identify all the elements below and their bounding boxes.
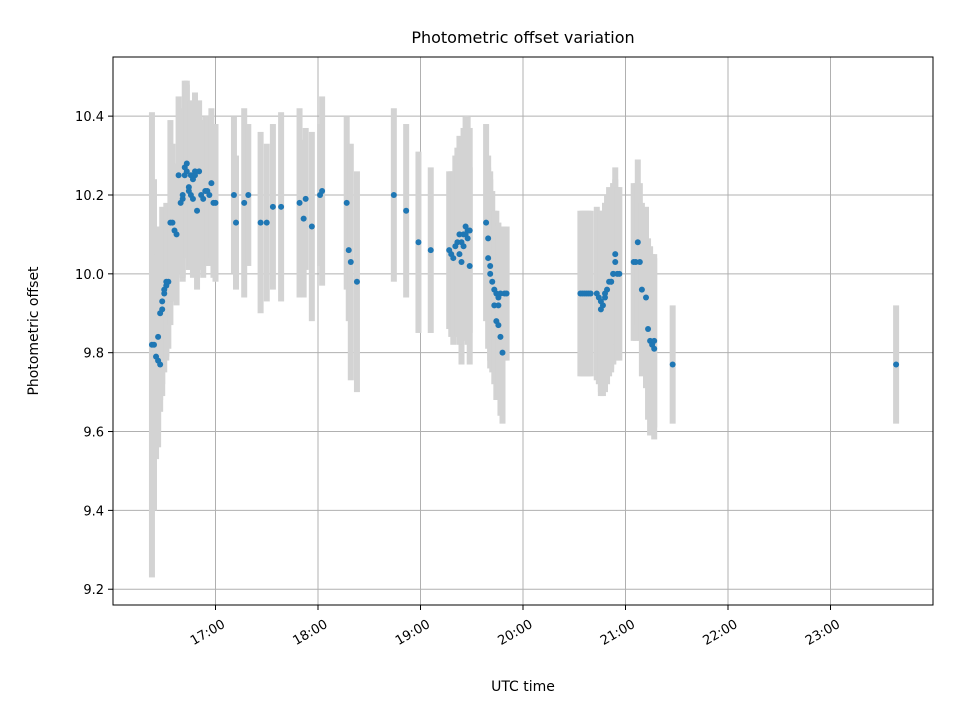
- data-point: [604, 286, 611, 293]
- data-point: [485, 235, 492, 242]
- data-point: [466, 227, 473, 234]
- data-point: [208, 180, 215, 187]
- data-point: [454, 239, 461, 246]
- data-point: [194, 207, 201, 214]
- data-point: [263, 219, 270, 226]
- data-point: [157, 361, 164, 368]
- data-point: [466, 262, 473, 269]
- data-point: [308, 223, 315, 230]
- data-point: [319, 188, 326, 195]
- grid-lines: [113, 57, 933, 605]
- y-tick-label: 10.2: [75, 189, 104, 204]
- data-point: [645, 326, 652, 333]
- data-point: [456, 231, 463, 238]
- y-tick-label: 9.8: [83, 347, 104, 362]
- data-point: [169, 219, 176, 226]
- data-point: [179, 195, 186, 202]
- data-point: [241, 199, 248, 206]
- data-point: [495, 322, 502, 329]
- data-point: [608, 278, 615, 285]
- data-point: [173, 231, 180, 238]
- chart-title: Photometric offset variation: [411, 28, 634, 47]
- data-point: [610, 270, 617, 277]
- data-point: [163, 278, 170, 285]
- data-point: [278, 203, 285, 210]
- data-point: [503, 290, 510, 297]
- data-point: [159, 306, 166, 313]
- y-tick-label: 9.2: [83, 583, 104, 598]
- data-point: [634, 239, 641, 246]
- data-point: [643, 294, 649, 301]
- data-point: [390, 191, 397, 198]
- y-tick-label: 10.4: [75, 110, 104, 125]
- data-points: [148, 160, 900, 368]
- data-point: [192, 172, 198, 179]
- data-point: [269, 203, 276, 210]
- data-point: [300, 215, 307, 222]
- data-point: [206, 191, 213, 198]
- data-point: [212, 199, 219, 206]
- data-point: [460, 243, 467, 250]
- data-point: [495, 302, 502, 309]
- x-axis-label: UTC time: [491, 679, 555, 695]
- data-point: [487, 270, 494, 277]
- data-point: [487, 262, 494, 269]
- data-point: [353, 278, 360, 285]
- data-point: [151, 341, 157, 348]
- data-point: [302, 195, 309, 202]
- data-point: [485, 255, 492, 262]
- data-point: [155, 333, 162, 340]
- data-point: [427, 247, 434, 254]
- data-point: [296, 199, 303, 206]
- data-point: [464, 235, 471, 242]
- data-point: [497, 333, 504, 340]
- data-point: [183, 168, 190, 175]
- data-point: [189, 195, 196, 202]
- data-point: [233, 219, 239, 226]
- data-point: [489, 278, 496, 285]
- data-point: [669, 361, 676, 368]
- data-point: [415, 239, 422, 246]
- data-point: [587, 290, 594, 297]
- data-point: [159, 298, 166, 305]
- data-point: [497, 290, 504, 297]
- data-point: [612, 251, 619, 258]
- data-point: [347, 259, 354, 266]
- data-point: [175, 172, 182, 179]
- data-point: [612, 259, 619, 266]
- data-point: [458, 259, 465, 266]
- data-point: [230, 191, 237, 198]
- data-point: [616, 270, 623, 277]
- data-point: [638, 286, 645, 293]
- y-tick-label: 10.0: [75, 268, 104, 283]
- y-tick-label: 9.6: [83, 426, 104, 441]
- data-point: [632, 259, 639, 266]
- data-point: [483, 219, 490, 226]
- data-point: [245, 191, 252, 198]
- data-point: [499, 349, 506, 356]
- data-point: [345, 247, 352, 254]
- data-point: [491, 302, 498, 309]
- data-point: [636, 259, 643, 266]
- data-point: [196, 168, 203, 175]
- data-point: [456, 251, 463, 258]
- data-point: [257, 219, 264, 226]
- data-point: [893, 361, 900, 368]
- data-point: [343, 199, 350, 206]
- data-point: [403, 207, 410, 214]
- data-point: [200, 195, 207, 202]
- data-point: [651, 337, 658, 344]
- y-axis-label: Photometric offset: [26, 266, 42, 396]
- y-tick-label: 9.4: [83, 504, 104, 519]
- data-point: [651, 345, 658, 352]
- data-point: [450, 255, 457, 262]
- data-point: [183, 160, 190, 167]
- data-point: [599, 302, 606, 309]
